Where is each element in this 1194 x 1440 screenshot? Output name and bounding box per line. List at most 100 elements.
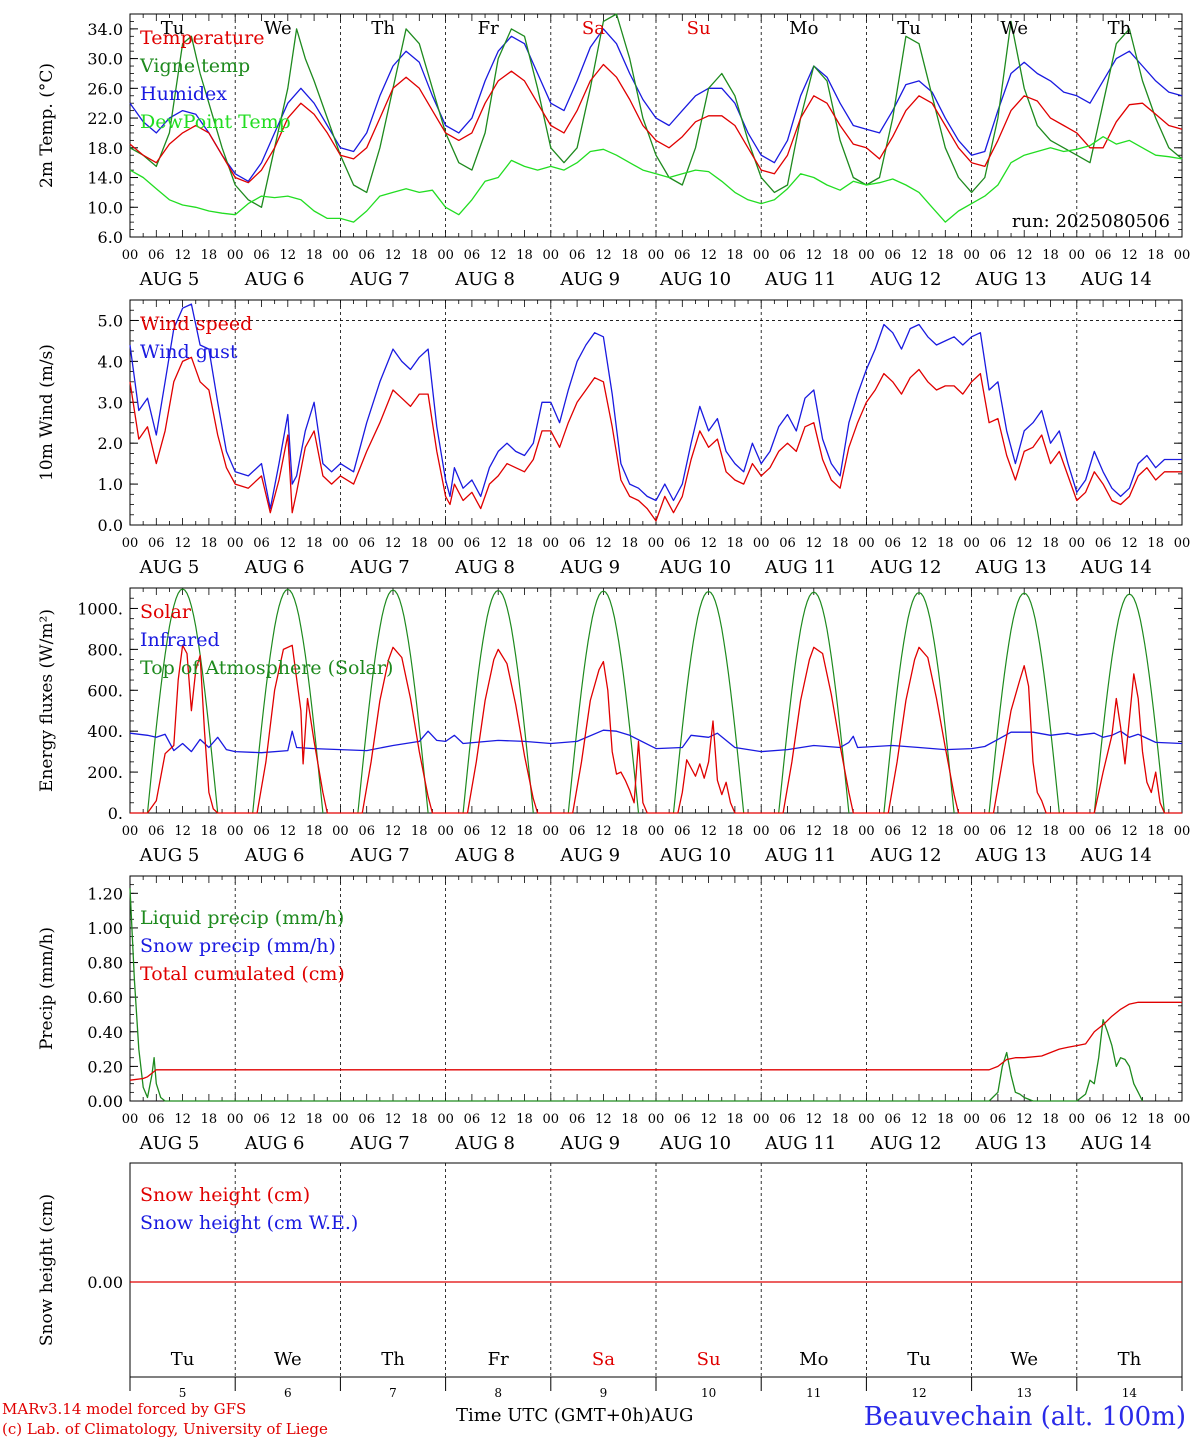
hour-tick-label: 12 <box>280 824 297 839</box>
hour-tick-label: 06 <box>464 1112 481 1127</box>
legend-entry: Solar <box>140 601 192 623</box>
hour-tick-label: 06 <box>990 536 1007 551</box>
hour-tick-label: 00 <box>332 824 349 839</box>
panel-3: 0. 200. 400. 600. 800. 1000. Energy fluxes (W/… <box>37 587 1190 866</box>
legend-entry: Total cumulated (cm) <box>140 963 345 985</box>
y-tick-label: 0.0 <box>98 516 123 535</box>
hour-tick-label: 06 <box>1095 248 1112 263</box>
hour-tick-label: 18 <box>1042 248 1059 263</box>
date-label: AUG 10 <box>659 1133 731 1154</box>
hour-tick-label: 18 <box>516 248 533 263</box>
y-tick-label: 400. <box>87 722 123 741</box>
hour-tick-label: 12 <box>385 248 402 263</box>
y-tick-label: 0.60 <box>87 988 123 1007</box>
series-humidex <box>129 28 1183 182</box>
hour-tick-label: 00 <box>648 536 665 551</box>
day-number-label: 7 <box>389 1386 397 1400</box>
y-tick-label: 6.0 <box>98 228 123 247</box>
series-temperature <box>129 63 1183 184</box>
hour-tick-label: 06 <box>779 536 796 551</box>
hour-tick-label: 12 <box>490 1112 507 1127</box>
hour-tick-label: 00 <box>858 1112 875 1127</box>
hour-tick-label: 18 <box>516 536 533 551</box>
hour-tick-label: 00 <box>648 1112 665 1127</box>
y-tick-label: 4.0 <box>98 352 123 371</box>
hour-tick-label: 12 <box>1121 536 1138 551</box>
y-axis-label: 2m Temp. (°C) <box>37 63 57 188</box>
weekday-label: Sa <box>582 18 605 39</box>
day-number-label: 10 <box>701 1386 716 1400</box>
series-dewpoint <box>129 136 1183 223</box>
weekday-label: We <box>1000 18 1028 39</box>
hour-tick-label: 06 <box>358 248 375 263</box>
hour-tick-label: 06 <box>884 248 901 263</box>
y-tick-label: 18.0 <box>87 139 123 158</box>
y-tick-label: 22.0 <box>87 109 123 128</box>
hour-tick-label: 12 <box>174 248 191 263</box>
hour-tick-label: 18 <box>832 1112 849 1127</box>
weekday-label: Tu <box>161 18 185 39</box>
plot-frame <box>129 299 1183 526</box>
hour-tick-label: 00 <box>332 536 349 551</box>
hour-tick-label: 12 <box>174 536 191 551</box>
hour-tick-label: 18 <box>727 824 744 839</box>
hour-tick-label: 18 <box>832 248 849 263</box>
hour-tick-label: 00 <box>963 248 980 263</box>
hour-tick-label: 18 <box>621 824 638 839</box>
hour-tick-label: 18 <box>411 248 428 263</box>
weekday-label: We <box>274 1349 302 1370</box>
hour-tick-label: 18 <box>727 248 744 263</box>
hour-tick-label: 18 <box>201 248 218 263</box>
date-label: AUG 13 <box>974 557 1046 578</box>
series-solar <box>130 644 1182 814</box>
y-tick-label: 1.00 <box>87 919 123 938</box>
hour-tick-label: 00 <box>227 248 244 263</box>
hour-tick-label: 00 <box>543 824 560 839</box>
hour-tick-label: 06 <box>464 824 481 839</box>
hour-tick-label: 18 <box>306 824 323 839</box>
hour-tick-label: 00 <box>648 824 665 839</box>
hour-tick-label: 06 <box>464 248 481 263</box>
hour-tick-label: 12 <box>1016 824 1033 839</box>
hour-tick-label: 12 <box>911 536 928 551</box>
hour-tick-label: 18 <box>306 536 323 551</box>
hour-tick-label: 00 <box>753 536 770 551</box>
hour-tick-label: 18 <box>201 536 218 551</box>
hour-tick-label: 06 <box>779 1112 796 1127</box>
weekday-label: Fr <box>478 18 499 39</box>
date-label: AUG 6 <box>244 1133 305 1154</box>
hour-tick-label: 18 <box>201 824 218 839</box>
hour-tick-label: 06 <box>1095 824 1112 839</box>
hour-tick-label: 12 <box>806 1112 823 1127</box>
hour-tick-label: 06 <box>148 1112 165 1127</box>
hour-tick-label: 12 <box>1016 248 1033 263</box>
hour-tick-label: 18 <box>201 1112 218 1127</box>
hour-tick-label: 12 <box>911 248 928 263</box>
y-tick-label: 0.20 <box>87 1057 123 1076</box>
y-tick-label: 800. <box>87 640 123 659</box>
day-number-label: 14 <box>1122 1386 1138 1400</box>
hour-tick-label: 12 <box>385 1112 402 1127</box>
y-tick-label: 1.20 <box>87 884 123 903</box>
hour-tick-label: 18 <box>937 248 954 263</box>
date-label: AUG 14 <box>1080 845 1152 866</box>
day-number-label: 6 <box>284 1386 292 1400</box>
hour-tick-label: 06 <box>1095 1112 1112 1127</box>
date-label: AUG 8 <box>454 557 515 578</box>
hour-tick-label: 00 <box>753 824 770 839</box>
date-label: AUG 13 <box>974 845 1046 866</box>
series-cumulated <box>129 1001 1182 1081</box>
hour-tick-label: 00 <box>1069 536 1086 551</box>
hour-tick-label: 12 <box>1121 824 1138 839</box>
legend-entry: Wind gust <box>140 341 238 363</box>
hour-tick-label: 00 <box>858 248 875 263</box>
hour-tick-label: 18 <box>621 248 638 263</box>
date-label: AUG 9 <box>559 1133 620 1154</box>
hour-tick-label: 18 <box>306 248 323 263</box>
hour-tick-label: 06 <box>358 1112 375 1127</box>
day-number-label: 13 <box>1017 1386 1032 1400</box>
hour-tick-label: 12 <box>280 1112 297 1127</box>
hour-tick-label: 00 <box>648 248 665 263</box>
hour-tick-label: 18 <box>1042 1112 1059 1127</box>
